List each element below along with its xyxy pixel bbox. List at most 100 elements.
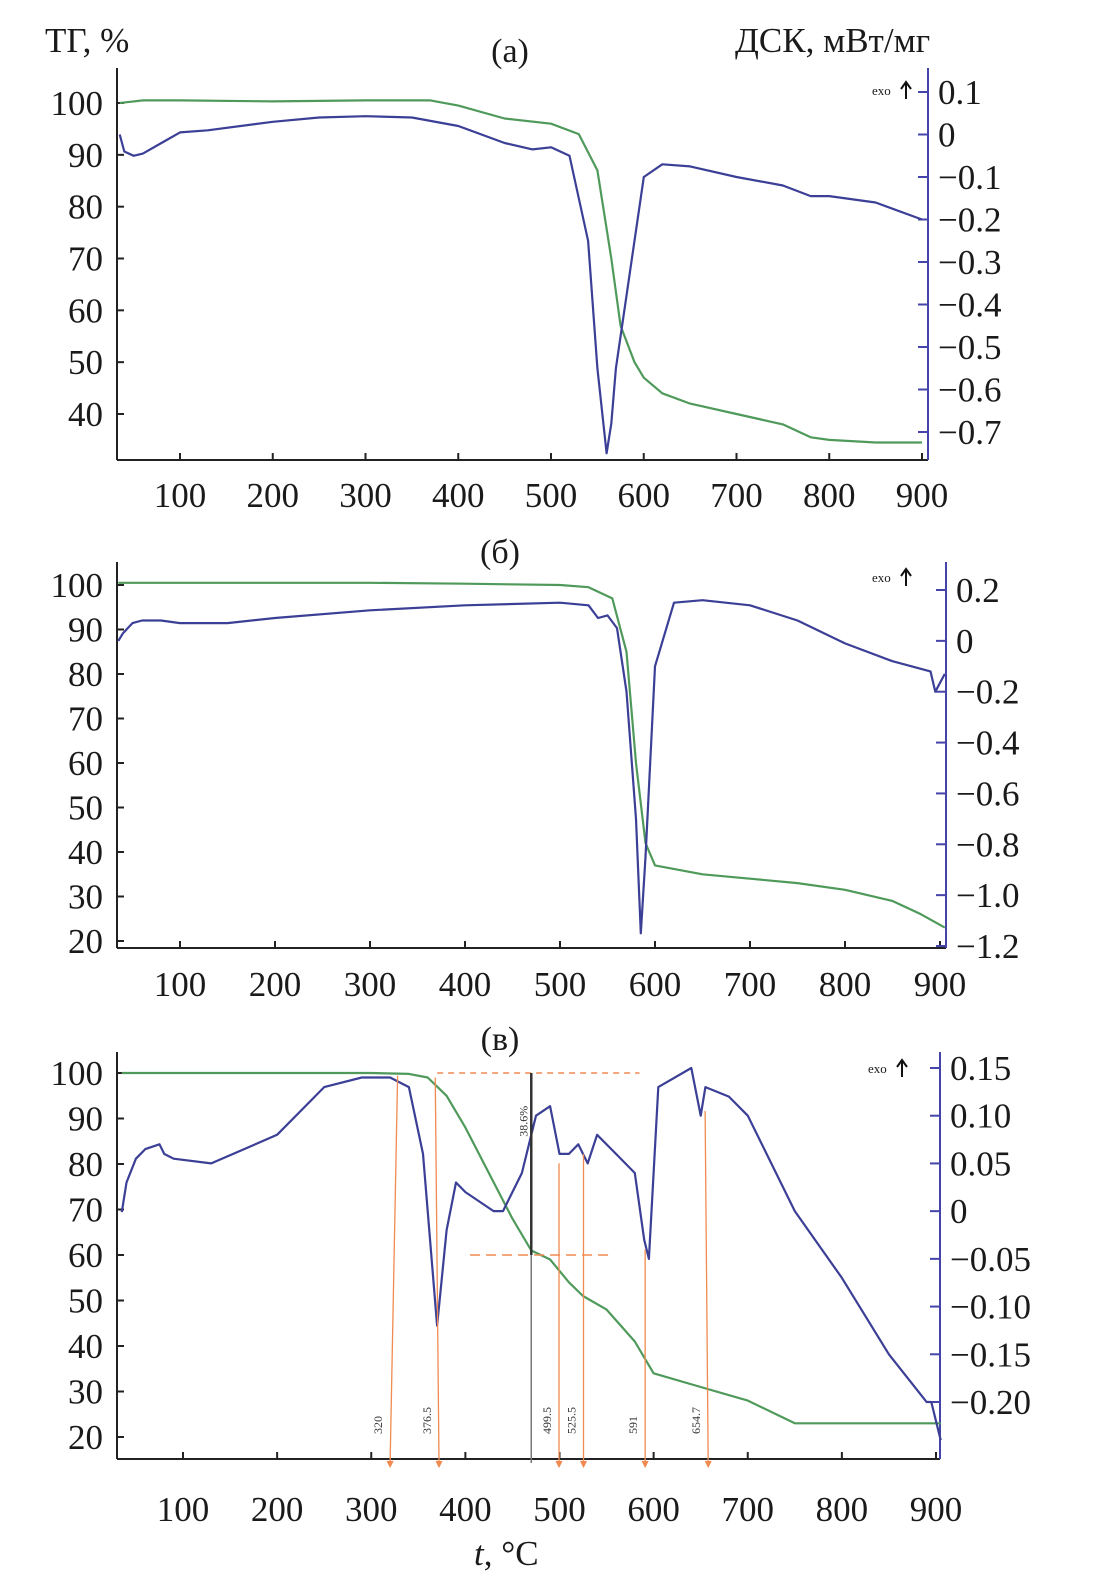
right-tick-label: 0	[938, 116, 956, 155]
temperature-label: 654.7	[689, 1407, 703, 1434]
dsc-curve	[120, 1066, 942, 1441]
temperature-label: 320	[371, 1416, 385, 1434]
exo-arrow-icon	[900, 80, 912, 99]
right-tick-label: 0.1	[938, 73, 982, 112]
x-tick-label: 700	[722, 1490, 775, 1529]
right-tick-label: 0	[956, 622, 974, 661]
left-tick-label: 40	[68, 1327, 103, 1366]
right-tick-label: −0.15	[950, 1335, 1031, 1374]
x-axis-title: t, °C	[474, 1534, 539, 1573]
tg-curve	[119, 99, 922, 444]
right-tick-label: −0.20	[950, 1383, 1031, 1422]
right-tick-label: −0.4	[938, 286, 1002, 325]
right-tick-label: −0.6	[938, 371, 1002, 410]
x-tick-label: 700	[710, 476, 763, 515]
exo-arrow-icon	[896, 1058, 908, 1077]
left-tick-label: 20	[68, 922, 103, 961]
right-tick-label: 0.10	[950, 1097, 1011, 1136]
x-tick-label: 400	[432, 476, 485, 515]
x-tick-label: 900	[896, 476, 949, 515]
right-tick-label: −0.05	[950, 1240, 1031, 1279]
x-tick-label: 900	[910, 1490, 963, 1529]
right-tick-label: 0	[950, 1192, 968, 1231]
temperature-arrow-icon	[435, 1460, 443, 1469]
left-tick-label: 90	[68, 611, 103, 650]
x-tick-label: 400	[439, 965, 492, 1004]
exo-label: exo	[872, 570, 891, 585]
panel-label: (б)	[480, 534, 520, 571]
x-tick-label: 300	[344, 965, 397, 1004]
panel-label: (в)	[481, 1021, 520, 1058]
x-tick-label: 900	[914, 965, 967, 1004]
left-tick-label: 90	[68, 136, 103, 175]
temperature-label: 376.5	[420, 1407, 434, 1434]
x-tick-label: 700	[724, 965, 777, 1004]
panel-b: (б)100 200 300 400 500 600 700 800 9001009080706…	[51, 534, 1020, 1004]
left-tick-label: 40	[68, 833, 103, 872]
left-tick-label: 50	[68, 789, 103, 828]
right-tick-label: −0.10	[950, 1288, 1031, 1327]
right-tick-label: −0.3	[938, 243, 1002, 282]
panel-label: (а)	[491, 33, 529, 70]
temperature-arrow-icon	[386, 1460, 394, 1469]
x-tick-label: 200	[249, 965, 302, 1004]
temperature-arrow-icon	[704, 1460, 712, 1469]
left-tick-label: 60	[68, 744, 103, 783]
x-tick-label: 500	[534, 965, 587, 1004]
temperature-arrow-icon	[580, 1460, 587, 1469]
left-tick-label: 100	[51, 1054, 104, 1093]
left-tick-label: 50	[68, 1282, 103, 1321]
right-tick-label: −0.7	[938, 413, 1002, 452]
left-axis-title: ТГ, %	[45, 21, 129, 60]
x-tick-label: 100	[154, 965, 207, 1004]
x-tick-label: 800	[803, 476, 856, 515]
x-tick-label: 200	[251, 1490, 304, 1529]
left-tick-label: 80	[68, 1145, 103, 1184]
dsc-curve	[118, 115, 923, 455]
temperature-arrow-icon	[641, 1460, 649, 1469]
x-axis-title-symbol: t	[474, 1534, 485, 1573]
exo-label: exo	[868, 1061, 887, 1076]
right-tick-label: −0.8	[956, 825, 1020, 864]
x-tick-label: 400	[439, 1490, 492, 1529]
temperature-drop-line	[389, 1075, 399, 1466]
left-tick-label: 40	[68, 395, 103, 434]
right-tick-label: 0.05	[950, 1144, 1011, 1183]
right-tick-label: −0.2	[938, 201, 1002, 240]
temperature-label: 591	[626, 1416, 640, 1434]
temperature-drop-line	[434, 1077, 440, 1466]
x-tick-label: 500	[533, 1490, 586, 1529]
x-tick-label: 800	[816, 1490, 869, 1529]
tg-curve	[118, 581, 946, 929]
right-tick-label: −0.1	[938, 158, 1002, 197]
left-tick-label: 30	[68, 1373, 103, 1412]
left-tick-label: 70	[68, 1191, 103, 1230]
right-tick-label: −0.6	[956, 774, 1020, 813]
left-tick-label: 80	[68, 655, 103, 694]
left-tick-label: 20	[68, 1418, 103, 1457]
x-tick-label: 600	[618, 476, 671, 515]
right-tick-label: −0.5	[938, 328, 1002, 367]
right-tick-label: −1.2	[956, 927, 1020, 966]
x-axis-title-unit: , °C	[484, 1534, 539, 1573]
left-tick-label: 80	[68, 188, 103, 227]
right-tick-label: −0.2	[956, 673, 1020, 712]
dsc-curve	[117, 599, 946, 935]
left-tick-label: 60	[68, 291, 103, 330]
right-tick-label: −0.4	[956, 724, 1020, 763]
right-tick-label: −1.0	[956, 876, 1020, 915]
left-tick-label: 90	[68, 1100, 103, 1139]
left-tick-label: 60	[68, 1236, 103, 1275]
x-tick-label: 300	[339, 476, 392, 515]
temperature-label: 525.5	[565, 1407, 579, 1434]
x-tick-label: 300	[345, 1490, 398, 1529]
left-tick-label: 30	[68, 878, 103, 917]
panel-a: (а)100 200 300 400 500 600 700 800 9001009080706…	[51, 33, 1002, 515]
left-tick-label: 100	[51, 84, 104, 123]
right-tick-label: 0.15	[950, 1049, 1011, 1088]
x-tick-label: 100	[157, 1490, 210, 1529]
left-tick-label: 100	[51, 566, 104, 605]
right-axis-title: ДСК, мВт/мг	[735, 21, 930, 60]
left-tick-label: 50	[68, 343, 103, 382]
